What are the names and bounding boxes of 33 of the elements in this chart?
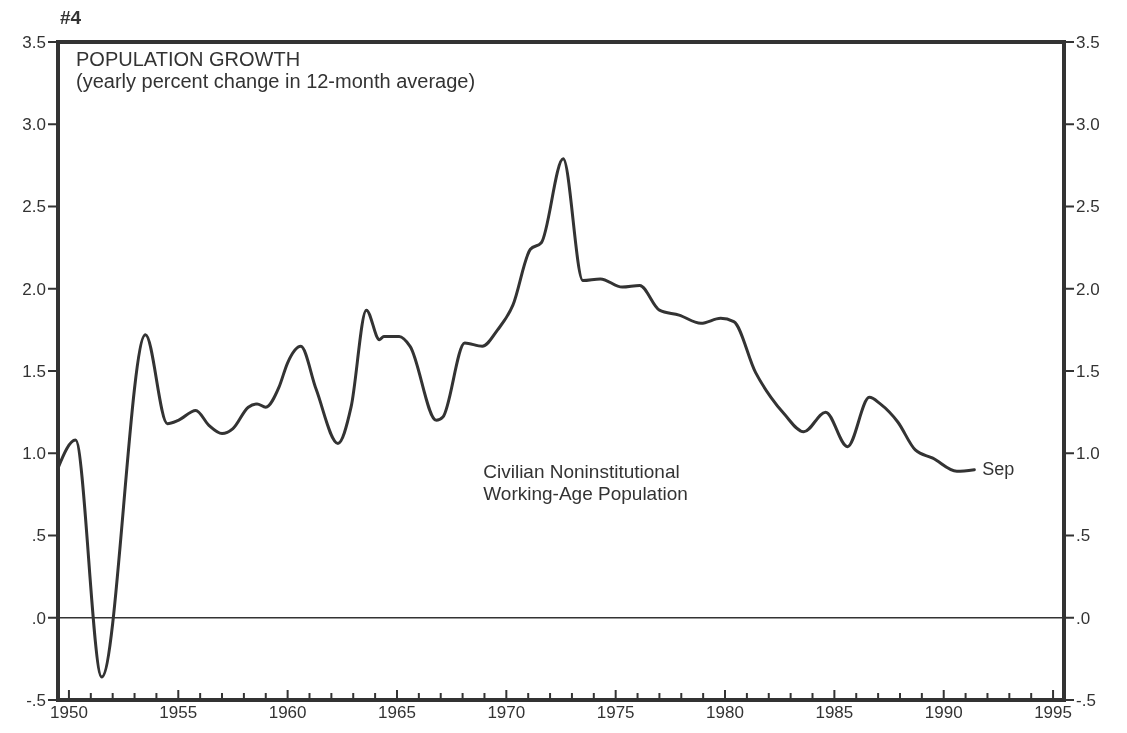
x-tick-label: 1955 xyxy=(159,702,198,722)
x-tick-label: 1965 xyxy=(378,702,416,722)
text: #4 xyxy=(60,7,82,28)
y2-tick-label: 2.5 xyxy=(1076,197,1100,217)
y-tick-label: .0 xyxy=(31,608,46,628)
x-tick-label: 1970 xyxy=(487,702,526,722)
y-tick-label: 3.5 xyxy=(22,32,46,52)
x-tick-label: 1975 xyxy=(596,702,635,722)
x-tick-label: 1985 xyxy=(815,702,854,722)
y-tick-label: 2.0 xyxy=(22,279,46,299)
annotation: Sep xyxy=(982,459,1015,480)
y2-tick-label: 1.5 xyxy=(1076,361,1100,381)
y2-tick-label: 3.5 xyxy=(1076,32,1100,52)
y2-tick-label: 1.0 xyxy=(1076,444,1100,464)
y-tick-label: 3.0 xyxy=(22,115,46,135)
x-tick-label: 1990 xyxy=(924,702,963,722)
y2-tick-label: -.5 xyxy=(1076,690,1096,710)
text: (yearly percent change in 12-month average) xyxy=(76,70,476,92)
x-tick-label: 1995 xyxy=(1034,702,1072,722)
x-tick-label: 1960 xyxy=(268,702,307,722)
y-tick-label: -.5 xyxy=(26,690,46,710)
y2-tick-label: .0 xyxy=(1076,608,1091,628)
annotation: Civilian Noninstitutional Working-Age Population xyxy=(483,460,688,504)
y2-tick-label: 3.0 xyxy=(1076,115,1100,135)
x-tick-label: 1950 xyxy=(50,702,88,722)
y-tick-label: 1.0 xyxy=(22,444,46,464)
y-tick-label: 2.5 xyxy=(22,197,46,217)
y-tick-label: 1.5 xyxy=(22,361,46,381)
y-tick-label: .5 xyxy=(31,526,46,546)
y2-tick-label: .5 xyxy=(1076,526,1091,546)
chart-title: POPULATION GROWTH xyxy=(76,48,301,70)
y2-tick-label: 2.0 xyxy=(1076,279,1100,299)
x-tick-label: 1980 xyxy=(706,702,744,722)
